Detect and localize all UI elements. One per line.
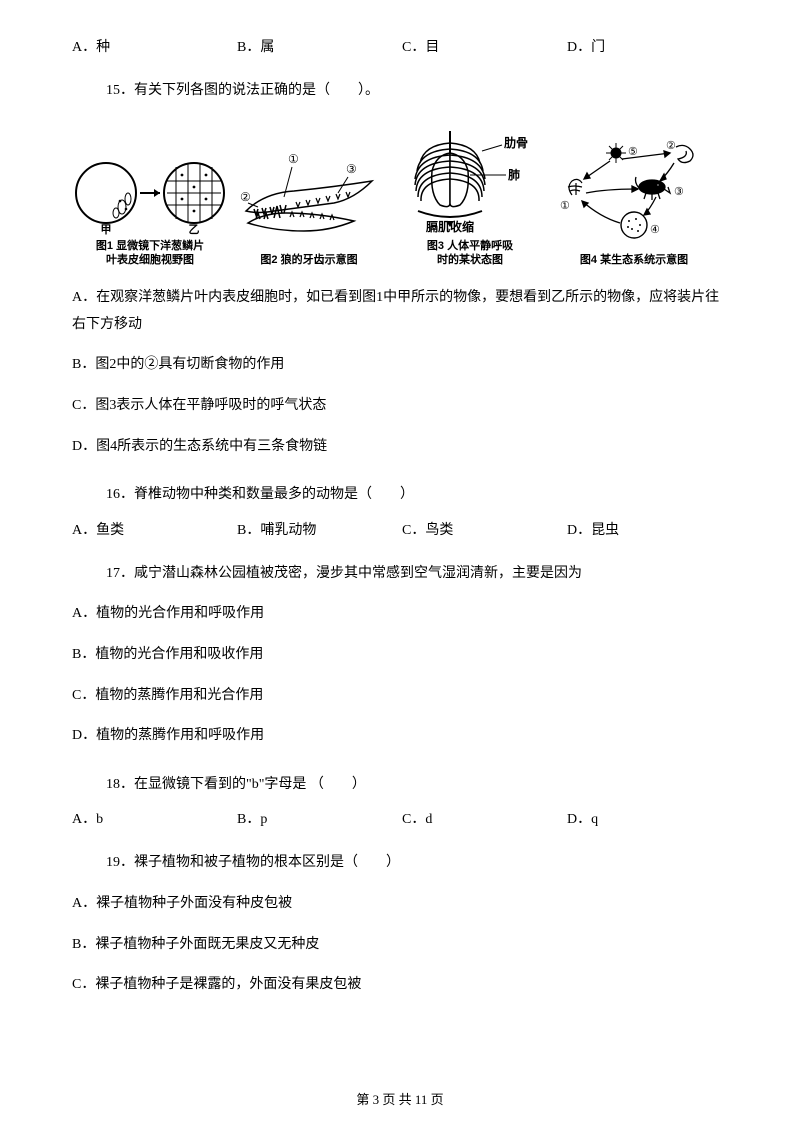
q17-choices: A．植物的光合作用和呼吸作用 B．植物的光合作用和吸收作用 C．植物的蒸腾作用和…	[72, 601, 728, 749]
svg-text:③: ③	[346, 162, 357, 176]
svg-text:⑤: ⑤	[628, 146, 638, 158]
q15-choices: A．在观察洋葱鳞片叶内表皮细胞时，如已看到图1中甲所示的物像，要想看到乙所示的物…	[72, 285, 728, 460]
q15-opt-d: D．图4所表示的生态系统中有三条食物链	[72, 434, 728, 461]
q16-opt-b: B．哺乳动物	[237, 519, 402, 539]
fig1-label-jia: 甲	[101, 223, 112, 235]
q19-opt-c: C．裸子植物种子是裸露的，外面没有果皮包被	[72, 972, 728, 999]
svg-text:②: ②	[240, 190, 251, 204]
q14-options: A．种 B．属 C．目 D．门	[72, 36, 728, 56]
q18-opt-a: A．b	[72, 808, 237, 828]
q14-opt-b: B．属	[237, 36, 402, 56]
q17-opt-d: D．植物的蒸腾作用和呼吸作用	[72, 723, 728, 750]
svg-text:②: ②	[666, 140, 676, 152]
q15-stem: 15．有关下列各图的说法正确的是（ ）。	[106, 78, 728, 105]
fig3-label-dia: 膈肌收缩	[425, 219, 474, 234]
svg-text:①: ①	[560, 200, 570, 212]
q16-opt-a: A．鱼类	[72, 519, 237, 539]
q18-opt-b: B．p	[237, 808, 402, 828]
svg-text:④: ④	[650, 224, 660, 236]
figure-1: 甲 乙 图1 显微镜下洋葱鳞片叶表皮细胞视野图	[72, 151, 228, 268]
q19-opt-b: B．裸子植物种子外面既无果皮又无种皮	[72, 932, 728, 959]
figure-4: ⑤ ① ③ ② ④	[556, 139, 712, 267]
q14-opt-c: C．目	[402, 36, 567, 56]
fig2-caption: 图2 狼的牙齿示意图	[260, 253, 357, 267]
q17-stem: 17．咸宁潜山森林公园植被茂密，漫步其中常感到空气湿润清新，主要是因为	[106, 561, 728, 588]
fig1-label-yi: 乙	[189, 223, 200, 235]
q19-stem: 19．裸子植物和被子植物的根本区别是（ ）	[106, 850, 728, 877]
fig3-label-lung: 肺	[508, 167, 520, 182]
q18-opt-d: D．q	[567, 808, 598, 828]
q17-opt-c: C．植物的蒸腾作用和光合作用	[72, 683, 728, 710]
page-footer: 第 3 页 共 11 页	[0, 1089, 800, 1108]
q15-opt-b: B．图2中的②具有切断食物的作用	[72, 352, 728, 379]
q19-choices: A．裸子植物种子外面没有种皮包被 B．裸子植物种子外面既无果皮又无种皮 C．裸子…	[72, 891, 728, 999]
q17-opt-a: A．植物的光合作用和呼吸作用	[72, 601, 728, 628]
svg-text:①: ①	[288, 152, 299, 166]
q15-opt-a: A．在观察洋葱鳞片叶内表皮细胞时，如已看到图1中甲所示的物像，要想看到乙所示的物…	[72, 285, 728, 338]
fig3-label-rib: 肋骨	[504, 135, 528, 150]
q16-opt-c: C．鸟类	[402, 519, 567, 539]
q18-options: A．b B．p C．d D．q	[72, 808, 728, 828]
q19-opt-a: A．裸子植物种子外面没有种皮包被	[72, 891, 728, 918]
svg-text:③: ③	[674, 186, 684, 198]
q17-opt-b: B．植物的光合作用和吸收作用	[72, 642, 728, 669]
figure-2: ① ② ③ 图2 狼的牙齿示意图	[234, 151, 384, 267]
fig1-caption: 图1 显微镜下洋葱鳞片叶表皮细胞视野图	[96, 239, 204, 268]
q14-opt-d: D．门	[567, 36, 605, 56]
q16-stem: 16．脊椎动物中种类和数量最多的动物是（ ）	[106, 482, 728, 509]
q14-opt-a: A．种	[72, 36, 237, 56]
fig3-caption: 图3 人体平静呼吸时的某状态图	[427, 239, 513, 268]
q18-stem: 18．在显微镜下看到的"b"字母是 （ ）	[106, 772, 728, 799]
fig4-caption: 图4 某生态系统示意图	[580, 253, 688, 267]
q15-figures: 甲 乙 图1 显微镜下洋葱鳞片叶表皮细胞视野图 ① ② ③ 图2 狼的牙齿示意图	[72, 123, 728, 268]
q16-options: A．鱼类 B．哺乳动物 C．鸟类 D．昆虫	[72, 519, 728, 539]
q16-opt-d: D．昆虫	[567, 519, 619, 539]
figure-3: 肋骨 肺 膈肌收缩 图3 人体平静呼吸时的某状态图	[390, 123, 550, 268]
q18-opt-c: C．d	[402, 808, 567, 828]
q15-opt-c: C．图3表示人体在平静呼吸时的呼气状态	[72, 393, 728, 420]
